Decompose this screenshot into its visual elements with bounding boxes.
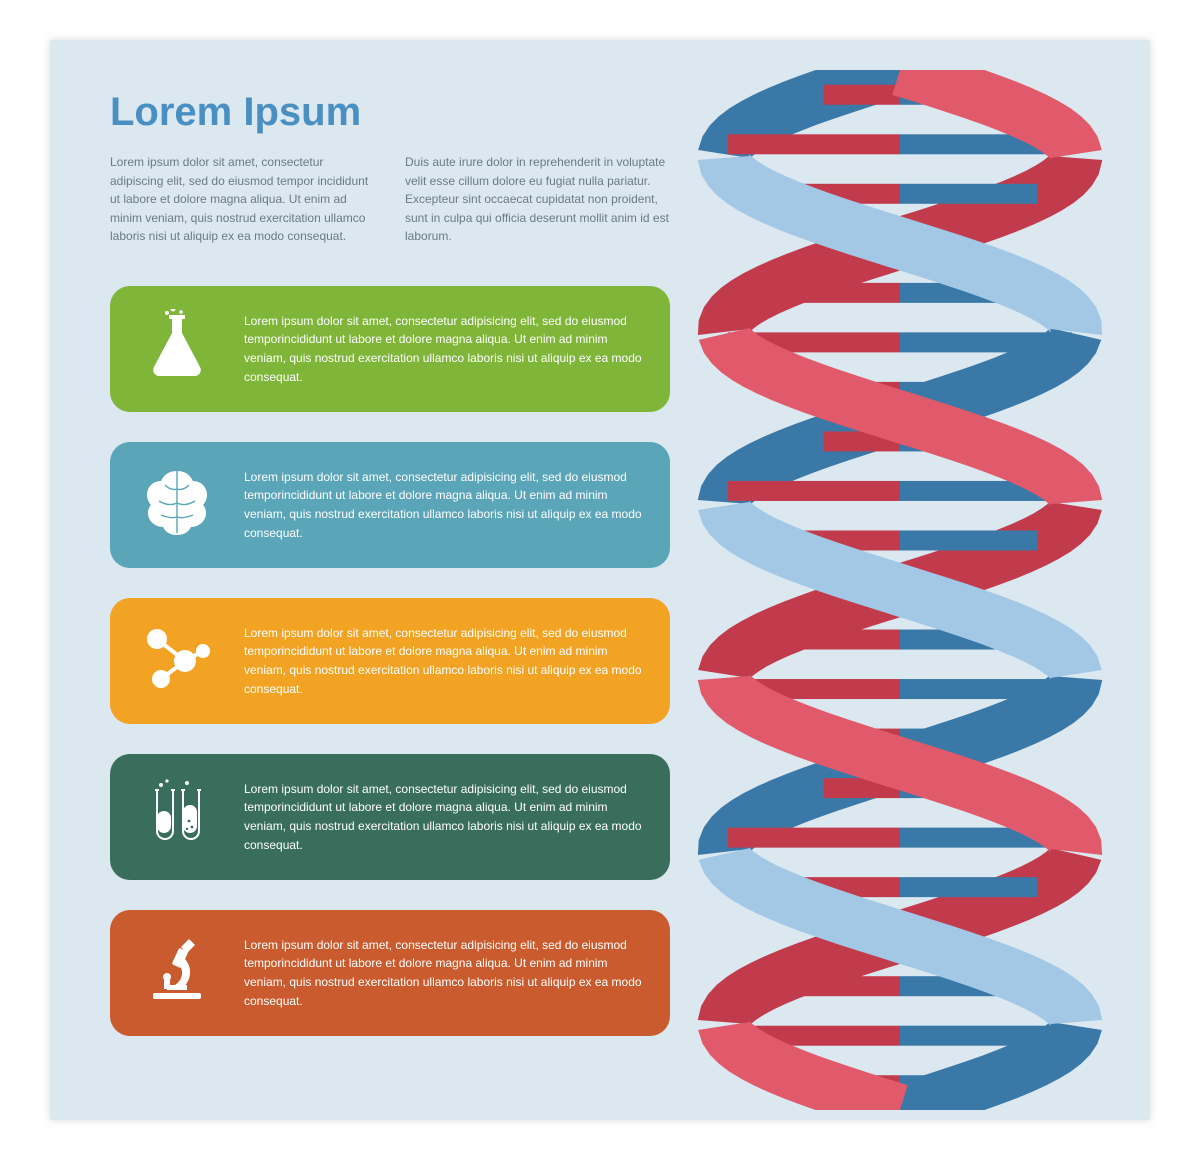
- intro-col1: Lorem ipsum dolor sit amet, consectetur …: [110, 153, 375, 246]
- dna-helix-graphic: [690, 70, 1110, 1110]
- card-text: Lorem ipsum dolor sit amet, consectetur …: [244, 312, 648, 386]
- card-text: Lorem ipsum dolor sit amet, consectetur …: [244, 468, 648, 542]
- card-text: Lorem ipsum dolor sit amet, consectetur …: [244, 780, 648, 854]
- right-column: [710, 90, 1100, 1070]
- info-card: Lorem ipsum dolor sit amet, consectetur …: [110, 754, 670, 880]
- microscope-icon: [132, 928, 222, 1018]
- info-card: Lorem ipsum dolor sit amet, consectetur …: [110, 598, 670, 724]
- flask-icon: [132, 304, 222, 394]
- info-card: Lorem ipsum dolor sit amet, consectetur …: [110, 286, 670, 412]
- intro-col2: Duis aute irure dolor in reprehenderit i…: [405, 153, 670, 246]
- testtubes-icon: [132, 772, 222, 862]
- card-text: Lorem ipsum dolor sit amet, consectetur …: [244, 624, 648, 698]
- info-card: Lorem ipsum dolor sit amet, consectetur …: [110, 910, 670, 1036]
- brain-icon: [132, 460, 222, 550]
- left-column: Lorem Ipsum Lorem ipsum dolor sit amet, …: [110, 90, 670, 1070]
- intro-columns: Lorem ipsum dolor sit amet, consectetur …: [110, 153, 670, 246]
- molecule-icon: [132, 616, 222, 706]
- page-title: Lorem Ipsum: [110, 90, 670, 135]
- infographic-canvas: Lorem Ipsum Lorem ipsum dolor sit amet, …: [50, 40, 1150, 1120]
- info-card: Lorem ipsum dolor sit amet, consectetur …: [110, 442, 670, 568]
- card-list: Lorem ipsum dolor sit amet, consectetur …: [110, 286, 670, 1036]
- card-text: Lorem ipsum dolor sit amet, consectetur …: [244, 936, 648, 1010]
